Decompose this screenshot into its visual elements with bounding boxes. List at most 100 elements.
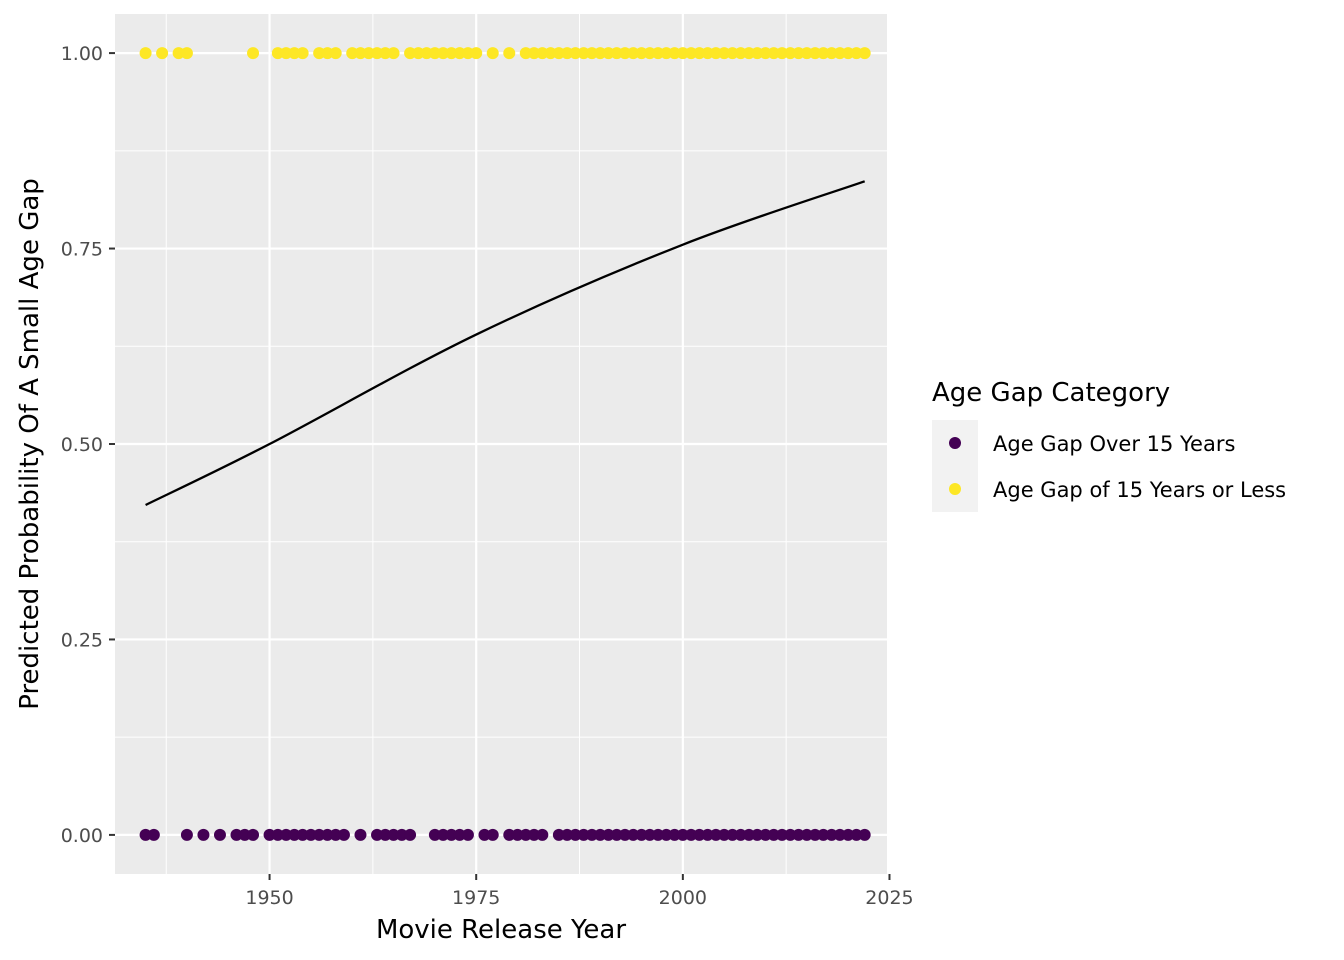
point-15-or-less <box>652 47 665 60</box>
point-over-15 <box>437 828 450 841</box>
point-15-or-less <box>627 47 640 60</box>
point-15-or-less <box>346 47 359 60</box>
point-over-15 <box>676 828 689 841</box>
legend: Age Gap Category Age Gap Over 15 Years A… <box>932 378 1286 512</box>
point-over-15 <box>594 828 607 841</box>
point-over-15 <box>486 828 499 841</box>
point-15-or-less <box>461 47 474 60</box>
point-15-or-less <box>569 47 582 60</box>
point-15-or-less <box>751 47 764 60</box>
point-over-15 <box>718 828 731 841</box>
point-over-15 <box>701 828 714 841</box>
x-tick-label: 1975 <box>452 887 500 909</box>
point-over-15 <box>742 828 755 841</box>
point-15-or-less <box>842 47 855 60</box>
point-over-15 <box>751 828 764 841</box>
point-15-or-less <box>280 47 293 60</box>
point-over-15 <box>726 828 739 841</box>
y-tick-label: 0.00 <box>61 825 103 847</box>
point-over-15 <box>784 828 797 841</box>
point-over-15 <box>561 828 574 841</box>
point-15-or-less <box>561 47 574 60</box>
point-15-or-less <box>486 47 499 60</box>
point-over-15 <box>511 828 524 841</box>
point-15-or-less <box>536 47 549 60</box>
point-15-or-less <box>544 47 557 60</box>
point-15-or-less <box>676 47 689 60</box>
point-15-or-less <box>139 47 152 60</box>
point-over-15 <box>280 828 293 841</box>
point-15-or-less <box>379 47 392 60</box>
x-tick-label: 2000 <box>659 887 707 909</box>
point-over-15 <box>428 828 441 841</box>
point-over-15 <box>238 828 251 841</box>
point-15-or-less <box>726 47 739 60</box>
legend-key-over-15 <box>949 437 961 449</box>
point-15-or-less <box>552 47 565 60</box>
y-tick-label: 0.25 <box>61 629 103 651</box>
point-over-15 <box>337 828 350 841</box>
point-over-15 <box>577 828 590 841</box>
point-over-15 <box>461 828 474 841</box>
point-15-or-less <box>585 47 598 60</box>
point-over-15 <box>147 828 160 841</box>
point-15-or-less <box>412 47 425 60</box>
point-15-or-less <box>718 47 731 60</box>
y-axis: 0.00 0.25 0.50 0.75 1.00 <box>61 43 115 847</box>
point-over-15 <box>734 828 747 841</box>
point-15-or-less <box>858 47 871 60</box>
point-over-15 <box>453 828 466 841</box>
x-axis-title: Movie Release Year <box>376 915 626 945</box>
point-over-15 <box>627 828 640 841</box>
point-over-15 <box>387 828 400 841</box>
point-15-or-less <box>701 47 714 60</box>
point-over-15 <box>668 828 681 841</box>
point-15-or-less <box>577 47 590 60</box>
point-over-15 <box>288 828 301 841</box>
point-over-15 <box>792 828 805 841</box>
point-15-or-less <box>660 47 673 60</box>
point-over-15 <box>759 828 772 841</box>
x-tick-label: 2025 <box>865 887 913 909</box>
legend-label-over-15: Age Gap Over 15 Years <box>993 432 1235 456</box>
point-over-15 <box>313 828 326 841</box>
point-15-or-less <box>833 47 846 60</box>
x-tick-label: 1950 <box>245 887 293 909</box>
legend-title: Age Gap Category <box>932 378 1170 408</box>
point-over-15 <box>817 828 830 841</box>
point-over-15 <box>519 828 532 841</box>
point-15-or-less <box>247 47 260 60</box>
point-over-15 <box>610 828 623 841</box>
point-over-15 <box>693 828 706 841</box>
point-over-15 <box>404 828 417 841</box>
point-over-15 <box>858 828 871 841</box>
point-over-15 <box>271 828 284 841</box>
point-15-or-less <box>792 47 805 60</box>
point-over-15 <box>354 828 367 841</box>
point-15-or-less <box>850 47 863 60</box>
point-over-15 <box>618 828 631 841</box>
point-over-15 <box>180 828 193 841</box>
point-over-15 <box>321 828 334 841</box>
grid-major <box>115 14 891 874</box>
legend-key-bg <box>932 420 978 512</box>
point-15-or-less <box>776 47 789 60</box>
point-15-or-less <box>470 47 483 60</box>
point-over-15 <box>478 828 491 841</box>
point-over-15 <box>213 828 226 841</box>
point-over-15 <box>379 828 392 841</box>
point-15-or-less <box>742 47 755 60</box>
point-over-15 <box>767 828 780 841</box>
y-tick-label: 0.75 <box>61 239 103 261</box>
point-15-or-less <box>387 47 400 60</box>
point-15-or-less <box>734 47 747 60</box>
point-15-or-less <box>271 47 284 60</box>
point-over-15 <box>660 828 673 841</box>
point-15-or-less <box>321 47 334 60</box>
point-over-15 <box>709 828 722 841</box>
point-15-or-less <box>800 47 813 60</box>
fitted-probability-line <box>145 180 866 507</box>
point-15-or-less <box>296 47 309 60</box>
point-15-or-less <box>784 47 797 60</box>
